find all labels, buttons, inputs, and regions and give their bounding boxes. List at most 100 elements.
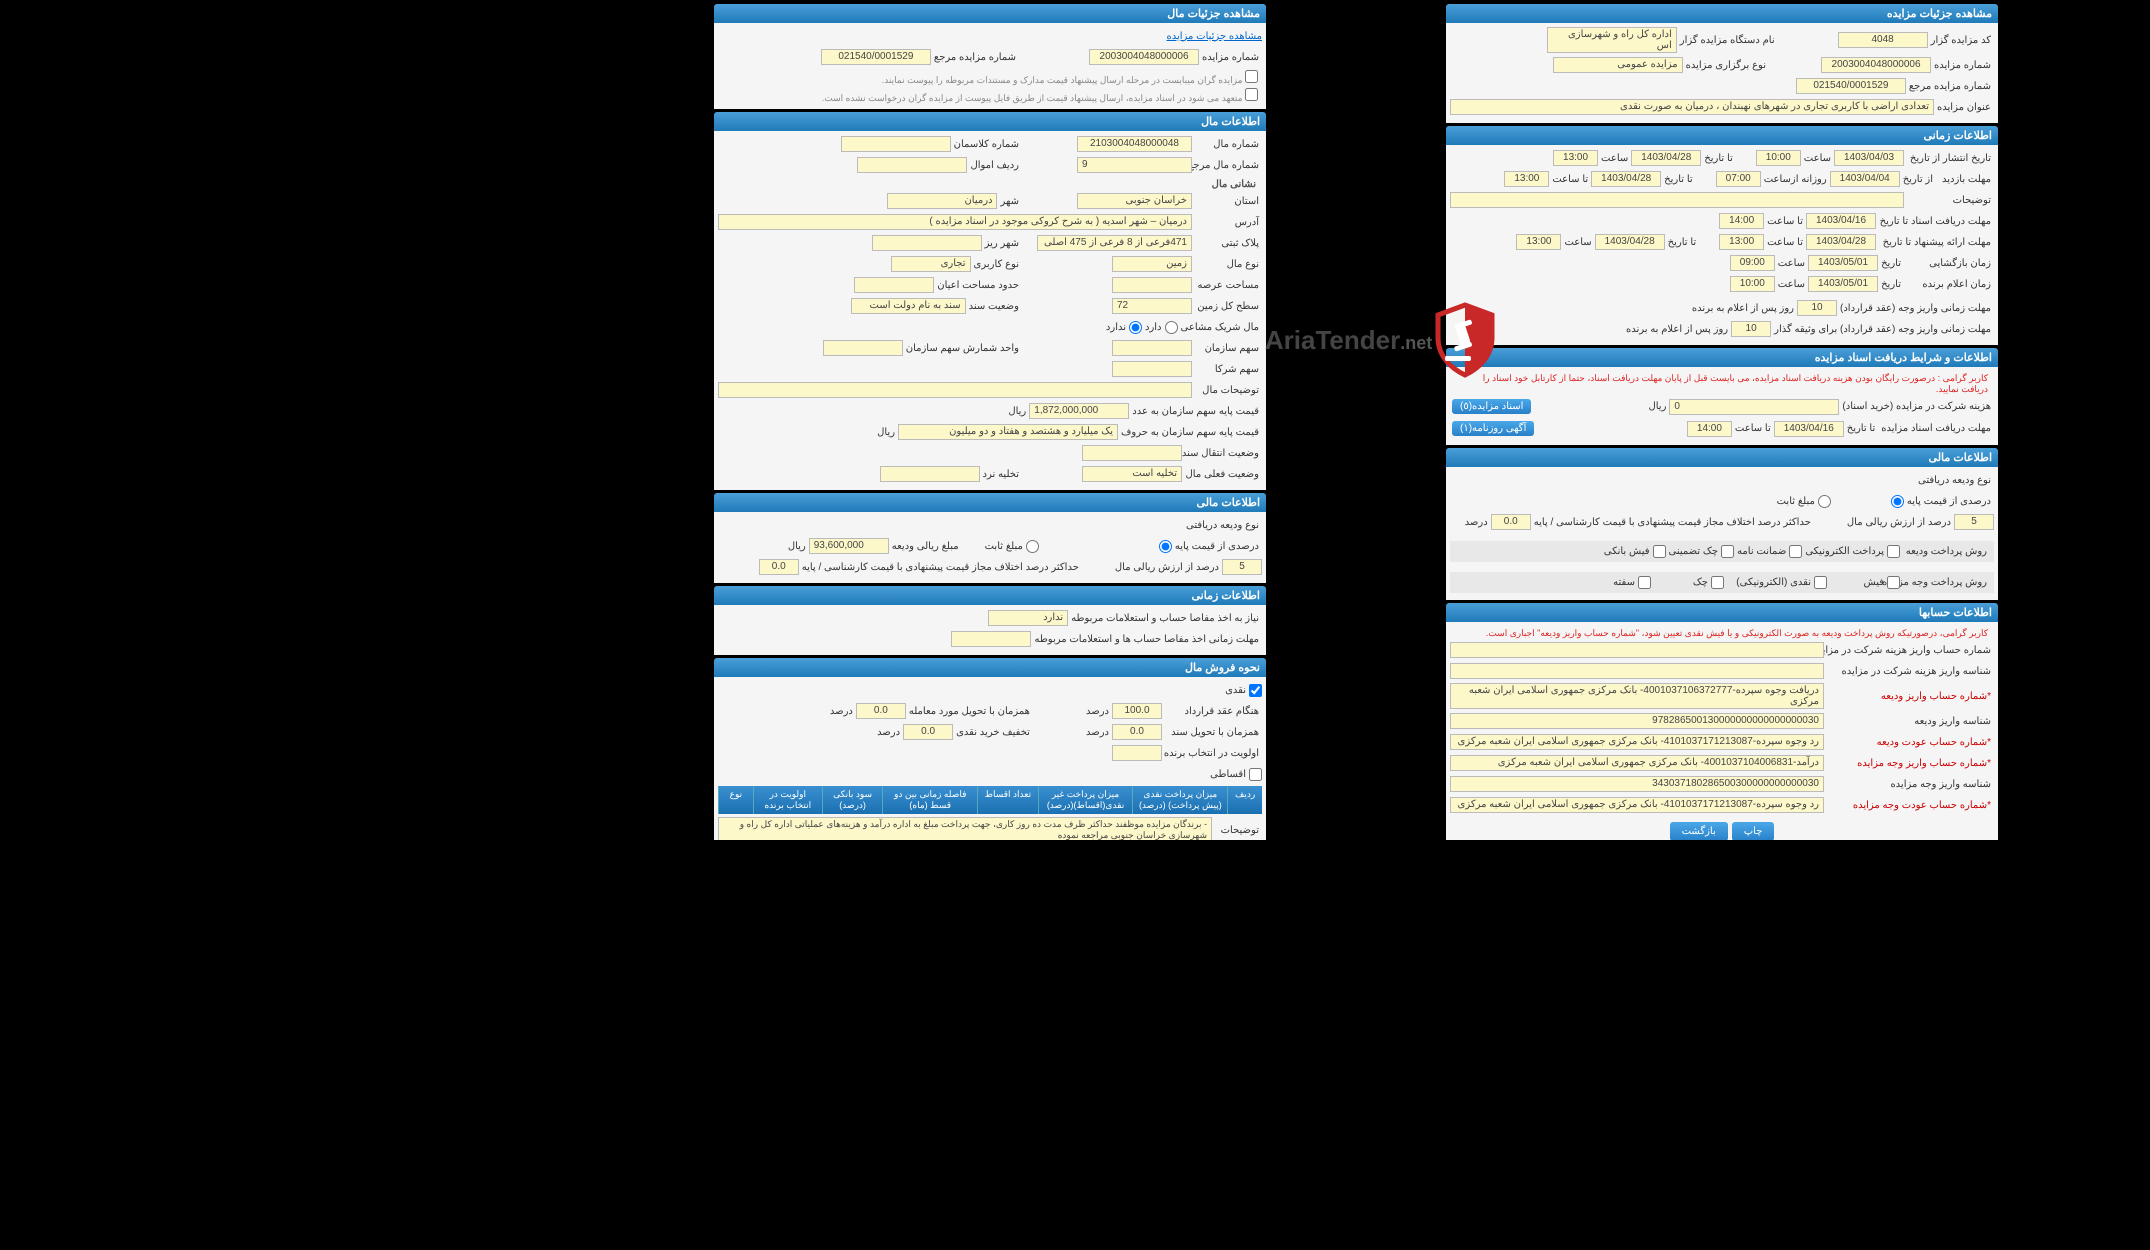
fld-ref: 021540/0001529	[1796, 78, 1906, 94]
lbl-guarantee-suffix: روز پس از اعلام به برنده	[1623, 324, 1731, 335]
fld-deposit-days: 10	[1797, 300, 1837, 316]
radio-fixed-l[interactable]	[1026, 540, 1039, 553]
lbl-time2: ساعت	[1598, 153, 1631, 164]
fld-province: خراسان جنوبی	[1077, 193, 1192, 209]
radio-has[interactable]	[1165, 321, 1178, 334]
radio-pct-l[interactable]	[1159, 540, 1172, 553]
lbl-deposit-suffix: روز پس از اعلام به برنده	[1689, 303, 1797, 314]
lbl-reconcile-time: مهلت زمانی اخذ مفاصا حساب ها و استعلامات…	[1031, 634, 1262, 645]
fld-plaque: 471فرعی از 8 فرعی از 475 اصلی	[1037, 235, 1192, 251]
fld-prop-row	[857, 157, 967, 173]
lbl-pct4: درصد	[874, 727, 903, 738]
hdr-timing: اطلاعات زمانی	[1446, 126, 1998, 145]
fld-visit-to-time: 13:00	[1504, 171, 1549, 187]
fld-notes: - برندگان مزایده موظفند حداکثر ظرف مدت د…	[718, 817, 1212, 840]
lbl-dep-type: نوع ودیعه دریافتی	[1915, 475, 1994, 486]
th1: ردیف	[1227, 786, 1262, 814]
fld-acc2	[1450, 663, 1824, 679]
lbl-pay-method: روش پرداخت ودیعه	[1900, 546, 1990, 557]
chk-pm1[interactable]	[1887, 545, 1900, 558]
fld-pct-val: 5	[1222, 559, 1262, 575]
lbl-cash: نقدی	[1222, 685, 1249, 696]
th2: میزان پرداخت نقدی (پیش پرداخت) (درصد)	[1132, 786, 1227, 814]
chk-install[interactable]	[1249, 768, 1262, 781]
btn-print-right[interactable]: چاپ	[1732, 822, 1775, 840]
warning-accounts: کاربر گرامی، درصورتیکه روش پرداخت ودیعه …	[1450, 626, 1994, 641]
fld-num: 2003004048000006	[1821, 57, 1931, 73]
fld-unit	[823, 340, 903, 356]
fld-addr: درمیان – شهر اسدیه ( به شرح کروکی موجود …	[718, 214, 1192, 230]
lbl-visit: مهلت بازدید	[1936, 174, 1994, 185]
lbl-pa2: نقدی (الکترونیکی)	[1724, 577, 1814, 588]
lbl-winner: زمان اعلام برنده	[1904, 279, 1994, 290]
right-panel: مشاهده جزئیات مزایده کد مزایده گزار 4048…	[1442, 0, 2002, 840]
lbl-open-date: تاریخ	[1878, 258, 1904, 269]
fld-contract: 100.0	[1112, 703, 1162, 719]
fld-desc-mal	[718, 382, 1192, 398]
lbl-priority: اولویت در انتخاب برنده	[1162, 748, 1262, 759]
link-view-auction[interactable]: مشاهده جزئیات مزایده	[1166, 31, 1262, 42]
fld-type: مزایده عمومی	[1553, 57, 1683, 73]
fld-base-txt: یک میلیارد و هشتصد و هفتاد و دو میلیون	[898, 424, 1118, 440]
lbl-pm1: پرداخت الکترونیکی	[1802, 546, 1887, 557]
radio-fixed[interactable]	[1818, 495, 1831, 508]
fld-guarantee-days: 10	[1731, 321, 1771, 337]
fld-doc-date: 1403/04/16	[1806, 213, 1876, 229]
th8: نوع	[718, 786, 753, 814]
lbl-pct3: درصد	[1083, 727, 1112, 738]
lbl-deed: وضعیت سند	[966, 301, 1022, 312]
lbl-pm3: چک تضمینی	[1666, 546, 1722, 557]
lbl-time5: ساعت	[1561, 237, 1594, 248]
fld-reconcile-time	[951, 631, 1031, 647]
radio-hasnot[interactable]	[1129, 321, 1142, 334]
lbl-dep-amt: مبلغ ریالی ودیعه	[889, 541, 962, 552]
lbl-max-diff-l: حداکثر درصد اختلاف مجاز قیمت پیشنهادی با…	[799, 562, 1082, 573]
th3: میزان پرداخت غیر نقدی(اقساط)(درصد)	[1038, 786, 1133, 814]
btn-daily-ad[interactable]: آگهی روزنامه(١)	[1452, 421, 1534, 436]
lbl-deed-del: همزمان با تحویل سند	[1162, 727, 1262, 738]
fld-bldg	[854, 277, 934, 293]
th4: تعداد اقساط	[977, 786, 1037, 814]
chk-pm2[interactable]	[1789, 545, 1802, 558]
fld-offer-time: 13:00	[1719, 234, 1764, 250]
chk-cash[interactable]	[1249, 684, 1262, 697]
lbl-unit: واحد شمارش سهم سازمان	[903, 343, 1022, 354]
lbl-lnum: شماره مزایده	[1199, 52, 1262, 63]
btn-docs[interactable]: اسناد مزایده(٥)	[1452, 399, 1531, 414]
chk-pa1[interactable]	[1887, 576, 1900, 589]
fld-pub-to-date: 1403/04/28	[1631, 150, 1701, 166]
fld-code: 4048	[1838, 32, 1928, 48]
th5: فاصله زمانی بین دو قسط (ماه)	[882, 786, 977, 814]
fld-class	[841, 136, 951, 152]
chk-pa2[interactable]	[1814, 576, 1827, 589]
fld-deed-del: 0.0	[1112, 724, 1162, 740]
fld-dep-amt: 93,600,000	[809, 538, 889, 554]
lbl-dd2-to: تا تاریخ	[1844, 423, 1879, 434]
hdr-timing-l: اطلاعات زمانی	[714, 586, 1266, 605]
chk-pm3[interactable]	[1721, 545, 1734, 558]
shield-gavel-icon	[1430, 300, 1500, 380]
lbl-code: کد مزایده گزار	[1928, 35, 1994, 46]
fld-open-time: 09:00	[1730, 255, 1775, 271]
lbl-contract: هنگام عقد قرارداد	[1162, 706, 1262, 717]
lbl-province: استان	[1192, 196, 1262, 207]
chk-pm4[interactable]	[1653, 545, 1666, 558]
chk-pa3[interactable]	[1711, 576, 1724, 589]
lbl-offer-deadline: مهلت ارائه پیشنهاد تا تاریخ	[1876, 237, 1994, 248]
fld-dd2-time: 14:00	[1687, 421, 1732, 437]
lbl-reconcile: نیاز به اخذ مفاصا حساب و استعلامات مربوط…	[1068, 613, 1262, 624]
lbl-notes: توضیحات	[1212, 825, 1262, 836]
lbl-rial-l3: ریال	[785, 541, 809, 552]
fld-current: تخلیه است	[1082, 466, 1182, 482]
fld-dd2-date: 1403/04/16	[1774, 421, 1844, 437]
lbl-plaque: پلاک ثبتی	[1192, 238, 1262, 249]
lbl-pm4: فیش بانکی	[1601, 546, 1653, 557]
lbl-base-price: قیمت پایه سهم سازمان به عدد	[1129, 406, 1262, 417]
fld-land: 72	[1112, 298, 1192, 314]
fld-reconcile: ندارد	[988, 610, 1068, 626]
fld-agency: اداره کل راه و شهرسازی اس	[1547, 27, 1677, 53]
btn-back-right[interactable]: بازگشت	[1670, 822, 1728, 840]
chk-pa4[interactable]	[1638, 576, 1651, 589]
radio-pct[interactable]	[1891, 495, 1904, 508]
fld-base-price: 1,872,000,000	[1029, 403, 1129, 419]
